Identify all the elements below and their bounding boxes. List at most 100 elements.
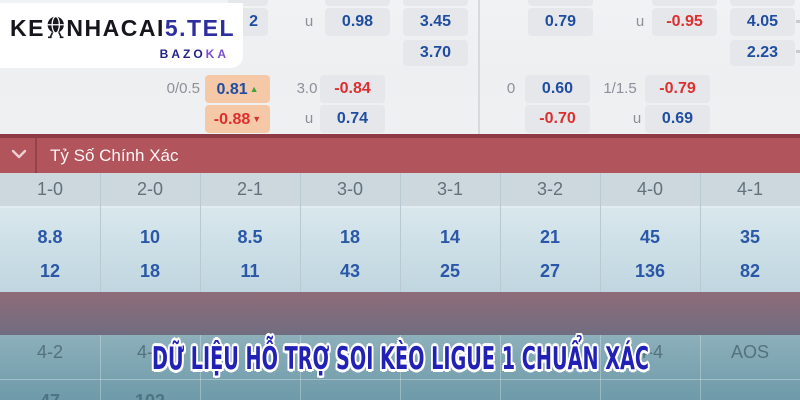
odds-box[interactable]: 0.74: [320, 105, 385, 133]
score-column-header: 3-2: [536, 179, 563, 199]
score-odds-cell[interactable]: [300, 383, 400, 400]
odds-box[interactable]: 3.70: [403, 40, 468, 66]
score-column-header: 4-2: [36, 342, 63, 362]
score-column-header: 4-1: [736, 179, 763, 199]
score-odds-cell[interactable]: 11: [240, 261, 260, 281]
score-odds-cell[interactable]: 14: [439, 227, 461, 247]
score-odds-cell[interactable]: 82: [739, 261, 761, 281]
truncated-text: [796, 50, 800, 53]
column-divider: [100, 335, 101, 400]
score-column-header: AOS: [730, 342, 769, 362]
truncated-odds-box: [652, 0, 717, 6]
column-divider: [700, 173, 701, 292]
score-odds-cell[interactable]: 35: [739, 227, 761, 247]
column-divider: [600, 335, 601, 400]
odds-box[interactable]: 0.69: [645, 105, 710, 133]
score-odds-cell[interactable]: 45: [639, 227, 661, 247]
column-divider: [600, 173, 601, 292]
score-odds-cell[interactable]: [200, 383, 300, 400]
odds-box[interactable]: 4.05: [730, 8, 795, 36]
chevron-down-icon[interactable]: [11, 148, 27, 160]
truncated-odds-box: [528, 0, 593, 6]
handicap-line-label: 0/0.5: [166, 80, 200, 97]
score-odds-cell[interactable]: 12: [39, 261, 61, 281]
odds-box[interactable]: -0.95: [652, 8, 717, 36]
score-odds-cell[interactable]: 102: [100, 383, 200, 400]
score-odds-cell[interactable]: 47: [0, 383, 100, 400]
score-odds-cell[interactable]: 21: [539, 227, 561, 247]
odds-box[interactable]: 3.45: [403, 8, 468, 36]
column-divider: [200, 335, 201, 400]
section-title: Tỷ Số Chính Xác: [50, 146, 179, 165]
score-odds-cell[interactable]: [600, 383, 700, 400]
site-logo[interactable]: KE NHACAI 5.TEL BAZOKA: [0, 3, 243, 68]
odds-box-highlighted[interactable]: -0.88 ▼: [205, 105, 270, 133]
ou-line-label: 1/1.5: [603, 80, 637, 97]
odds-box[interactable]: 0.98: [325, 8, 390, 36]
column-divider: [500, 335, 501, 400]
score-odds-cell[interactable]: [700, 383, 800, 400]
score-odds-cell[interactable]: 18: [339, 227, 361, 247]
correct-score-section-header[interactable]: Tỷ Số Chính Xác: [0, 138, 800, 173]
odds-panel: 2 u 0.98 3.45 0.79 u -0.95 4.05 3.70 2.2…: [0, 0, 800, 134]
odds-box[interactable]: 0.60: [525, 75, 590, 103]
section-top-border: [0, 134, 800, 138]
column-divider: [700, 335, 701, 400]
promo-band: [0, 292, 800, 335]
column-divider: [100, 173, 101, 292]
column-divider: [200, 173, 201, 292]
column-divider: [300, 335, 301, 400]
odds-box-highlighted[interactable]: 0.81 ▲: [205, 75, 270, 103]
brand-text: 5.TEL: [164, 14, 235, 41]
score-odds-cell[interactable]: [400, 383, 500, 400]
truncated-odds-box: [730, 0, 795, 6]
score-column-header: 2-0: [136, 179, 163, 199]
under-label: u: [304, 110, 314, 127]
score-column-header: 2-1: [236, 179, 263, 199]
ou-line-label: 3.0: [296, 80, 318, 97]
under-label: u: [635, 13, 645, 30]
row-divider: [0, 379, 800, 380]
handicap-line-label: 0: [506, 80, 516, 97]
tagline-text: BAZO: [159, 47, 206, 61]
score-column-header: 1-0: [36, 179, 63, 199]
column-divider: [400, 173, 401, 292]
brand-text: KE: [10, 14, 45, 41]
odds-box[interactable]: -0.70: [525, 105, 590, 133]
truncated-odds-box: [228, 0, 268, 6]
column-divider: [300, 173, 301, 292]
odds-box[interactable]: -0.79: [645, 75, 710, 103]
trend-down-icon: ▼: [252, 114, 262, 124]
header-divider: [35, 138, 37, 173]
tagline-text: KA: [205, 47, 229, 61]
odds-box[interactable]: -0.84: [320, 75, 385, 103]
score-odds-cell[interactable]: 18: [139, 261, 161, 281]
score-odds-cell[interactable]: 27: [539, 261, 561, 281]
brand-tagline: BAZOKA: [160, 47, 229, 61]
correct-score-table-continued: 4-2 4-3 4-4 AOS 47 102: [0, 335, 800, 400]
odds-box[interactable]: 2.23: [730, 40, 795, 66]
score-odds-cell[interactable]: 8.8: [37, 227, 63, 247]
column-divider: [400, 335, 401, 400]
score-odds-cell[interactable]: 25: [439, 261, 461, 281]
brand-text: NHACAI: [66, 14, 165, 41]
score-odds-cell[interactable]: 43: [339, 261, 361, 281]
promo-banner-text: DỮ LIỆU HỖ TRỢ SOI KÈO LIGUE 1 CHUẨN XÁC: [152, 341, 650, 377]
score-column-header: 4-0: [636, 179, 663, 199]
trend-up-icon: ▲: [249, 84, 259, 94]
score-odds-cell[interactable]: 10: [139, 227, 161, 247]
truncated-odds-box: [325, 0, 390, 6]
score-odds-cell[interactable]: 8.5: [237, 227, 263, 247]
score-column-header: 3-1: [436, 179, 463, 199]
odds-value: -0.88: [213, 111, 251, 128]
under-label: u: [632, 110, 642, 127]
score-odds-cell[interactable]: 136: [634, 261, 666, 281]
score-odds-cell[interactable]: [500, 383, 600, 400]
brand-wordmark: KE NHACAI 5.TEL: [10, 13, 235, 43]
odds-value: 0.81: [216, 81, 248, 98]
score-column-header: 4-4: [636, 342, 663, 362]
score-column-header: 4-3: [136, 342, 163, 362]
column-divider: [500, 173, 501, 292]
odds-box[interactable]: 0.79: [528, 8, 593, 36]
truncated-text: [796, 20, 800, 23]
